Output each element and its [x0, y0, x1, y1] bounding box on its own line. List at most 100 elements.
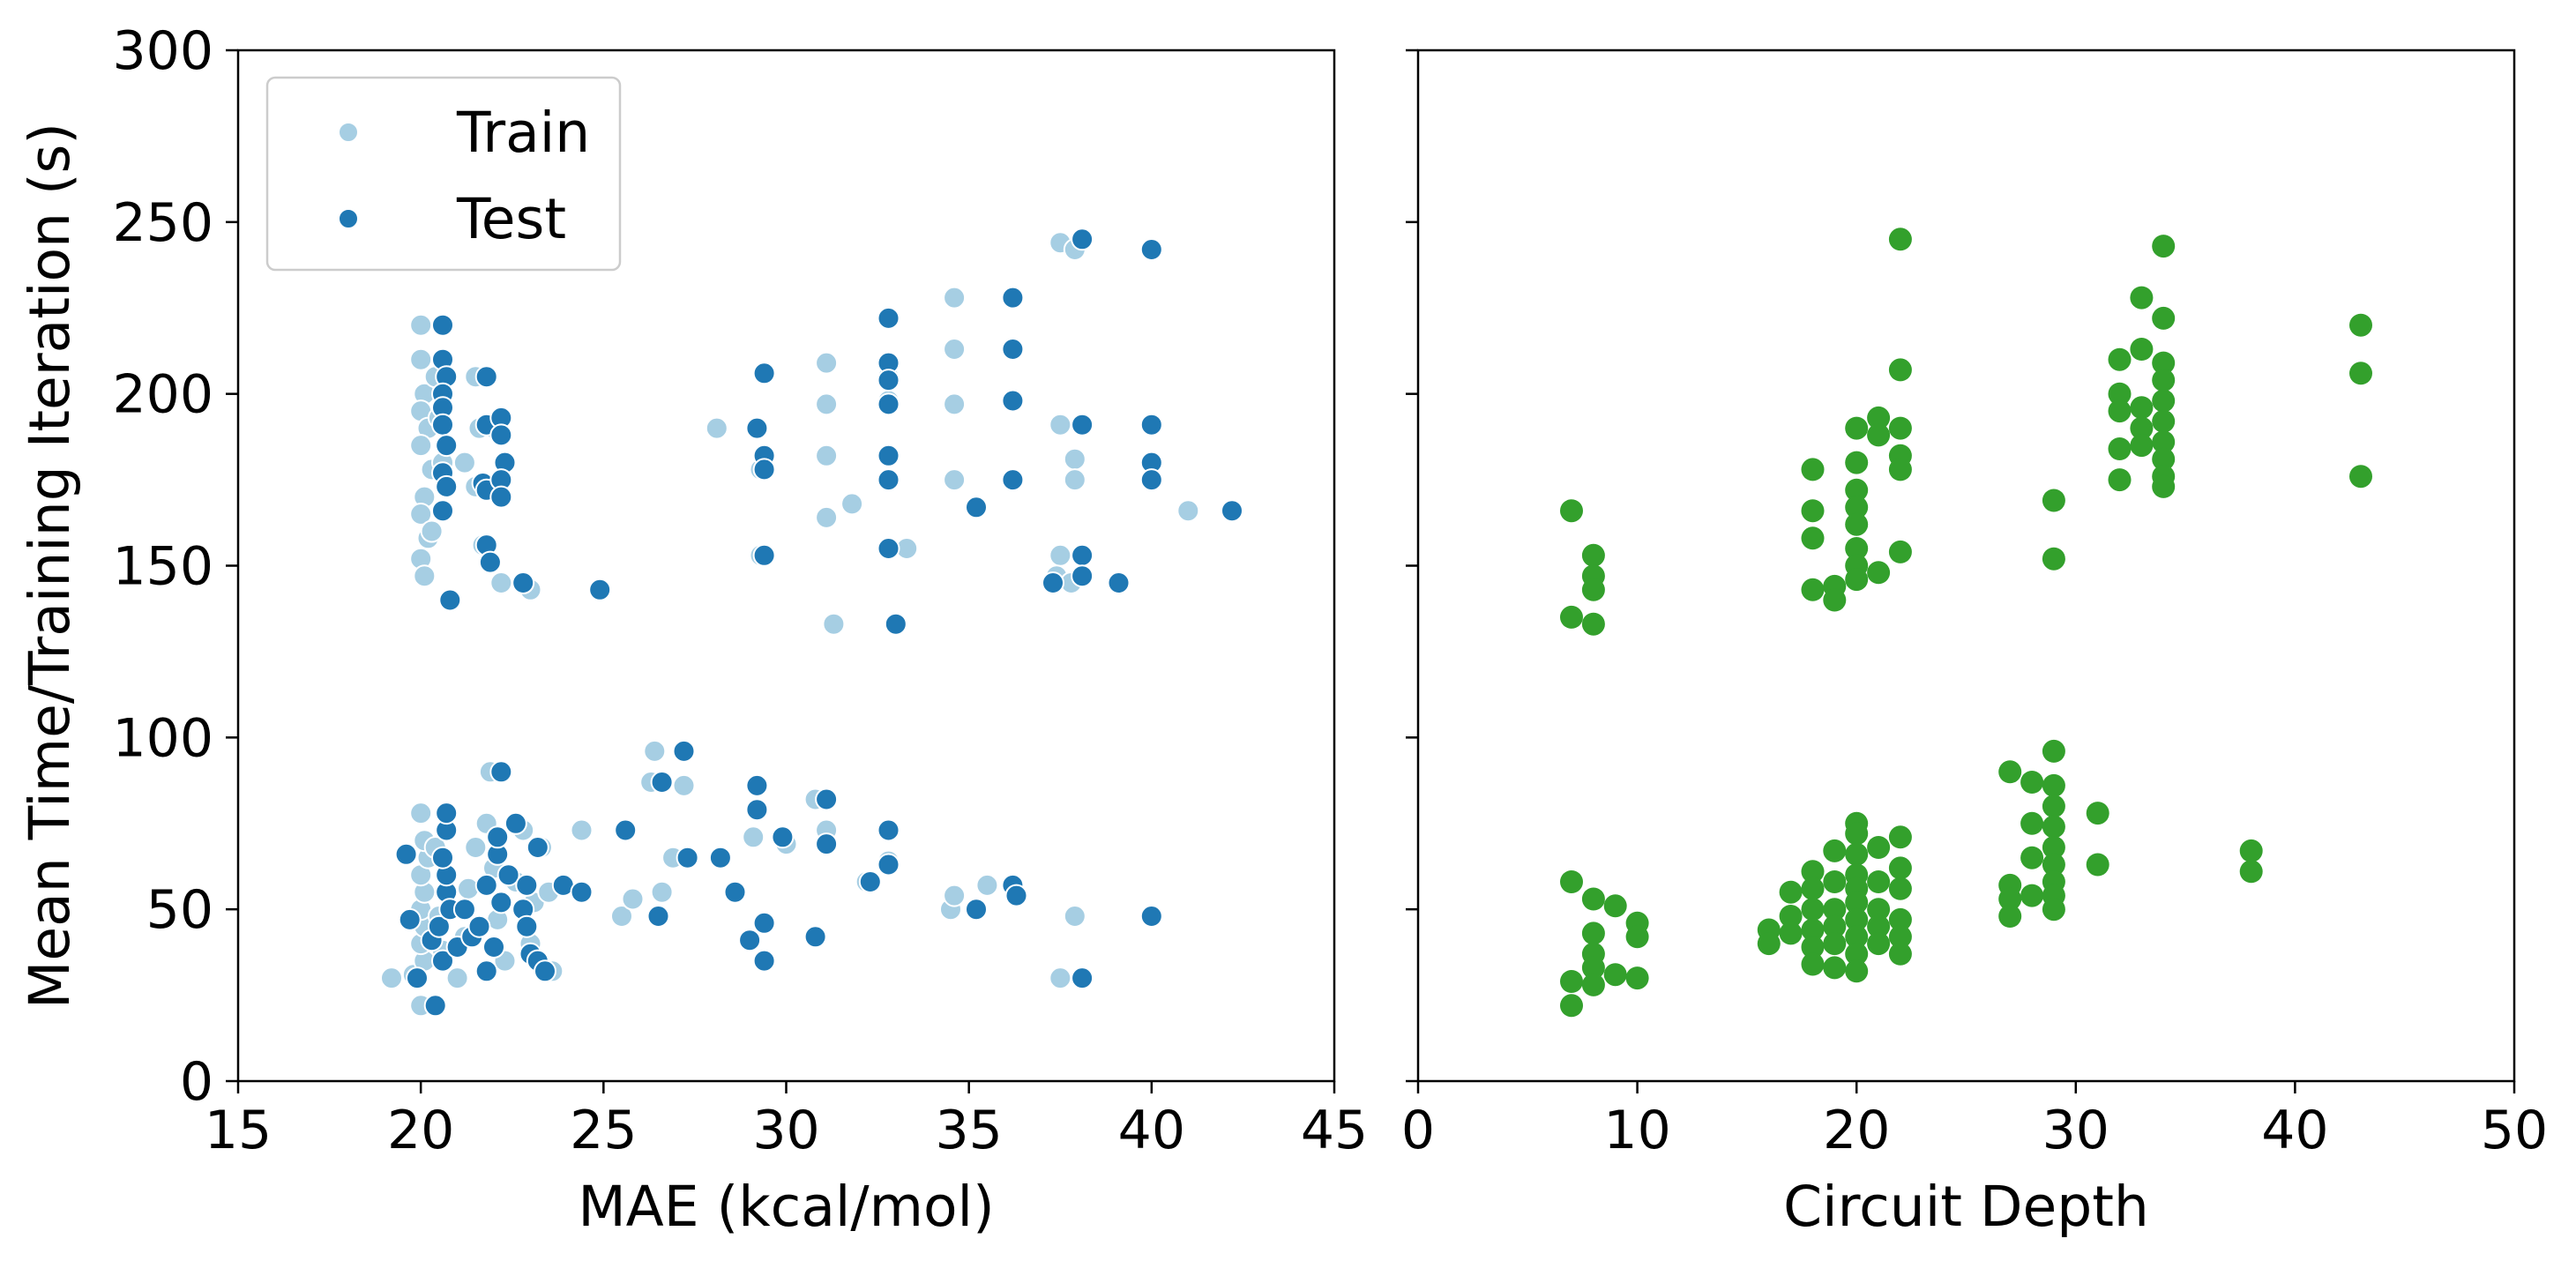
- train-point: [570, 818, 594, 842]
- depth-point: [1801, 877, 1825, 900]
- test-point: [1071, 966, 1094, 990]
- train-point: [1063, 905, 1086, 928]
- depth-point: [1823, 870, 1847, 893]
- test-point: [423, 994, 447, 1018]
- depth-x-ticks: 0 10 20 30 40 50: [1401, 1081, 2548, 1161]
- depth-x-tick-label: 10: [1603, 1100, 1670, 1161]
- test-point: [1071, 228, 1094, 251]
- depth-point: [2130, 286, 2154, 310]
- test-point: [482, 936, 505, 959]
- depth-point: [1888, 358, 1912, 382]
- mae-y-tick-label: 100: [112, 707, 213, 769]
- test-point: [676, 846, 699, 869]
- depth-point: [1560, 970, 1583, 993]
- depth-point: [1801, 952, 1825, 976]
- test-point: [965, 898, 988, 922]
- depth-point: [1560, 499, 1583, 523]
- depth-point: [1845, 512, 1869, 536]
- depth-point: [1888, 877, 1912, 900]
- train-point: [705, 416, 728, 440]
- depth-point: [1845, 842, 1869, 866]
- depth-point: [2239, 839, 2263, 862]
- test-point: [1042, 571, 1064, 594]
- depth-point: [1560, 994, 1583, 1018]
- depth-point: [2108, 347, 2132, 371]
- test-point: [1139, 468, 1163, 492]
- depth-point: [1823, 839, 1847, 862]
- train-point: [452, 451, 476, 474]
- legend-label-test: Test: [456, 187, 566, 251]
- mae-y-tick-label: 0: [180, 1051, 213, 1113]
- depth-point: [1581, 578, 1605, 601]
- depth-point: [1888, 416, 1912, 440]
- depth-point: [1888, 856, 1912, 880]
- depth-point: [2108, 468, 2132, 492]
- test-point: [877, 369, 900, 392]
- legend: Train Test: [265, 76, 622, 272]
- test-point: [489, 485, 513, 509]
- depth-point: [2349, 465, 2372, 489]
- depth-point: [1888, 942, 1912, 966]
- depth-point: [2152, 389, 2176, 413]
- mae-x-tick-label: 25: [570, 1100, 637, 1161]
- depth-point: [1823, 932, 1847, 956]
- depth-point: [1845, 496, 1869, 519]
- depth-y-ticks: [1406, 48, 1418, 1083]
- depth-point: [2152, 235, 2176, 258]
- test-point: [614, 818, 638, 842]
- test-point: [435, 434, 459, 458]
- train-point: [815, 392, 839, 416]
- depth-x-tick-label: 30: [2042, 1100, 2109, 1161]
- depth-point: [2130, 396, 2154, 420]
- test-point: [745, 773, 769, 797]
- test-point: [474, 365, 498, 389]
- train-point: [1049, 966, 1072, 990]
- mae-x-tick-label: 15: [205, 1100, 272, 1161]
- test-point: [646, 905, 670, 928]
- test-point: [752, 458, 776, 481]
- mae-x-tick-label: 20: [387, 1100, 454, 1161]
- test-point: [438, 588, 462, 612]
- test-point: [1139, 238, 1163, 261]
- depth-point: [2086, 802, 2109, 825]
- depth-point: [1823, 898, 1847, 922]
- depth-point: [2152, 369, 2176, 392]
- test-point: [478, 550, 502, 574]
- depth-point: [2042, 815, 2065, 839]
- test-point: [570, 880, 594, 904]
- test-point: [877, 306, 900, 330]
- train-point: [1049, 413, 1072, 436]
- depth-plot-frame: [1416, 48, 2516, 1083]
- depth-point: [2042, 489, 2065, 512]
- test-point: [431, 413, 454, 436]
- train-point: [610, 905, 633, 928]
- train-point: [1063, 468, 1086, 492]
- test-point: [1071, 564, 1094, 588]
- test-point: [858, 870, 882, 893]
- depth-point: [1845, 907, 1869, 931]
- test-point: [884, 612, 907, 636]
- test-point: [394, 842, 418, 866]
- depth-x-tick-label: 0: [1401, 1100, 1435, 1161]
- depth-point: [1845, 537, 1869, 560]
- test-point: [815, 787, 839, 811]
- depth-x-tick-label: 40: [2261, 1100, 2328, 1161]
- train-point: [409, 434, 433, 458]
- test-point: [431, 499, 454, 523]
- test-point: [588, 578, 612, 601]
- test-point: [515, 914, 539, 938]
- depth-point: [1581, 956, 1605, 980]
- depth-point: [1823, 956, 1847, 980]
- train-point: [975, 873, 999, 897]
- depth-point: [1845, 478, 1869, 502]
- train-point: [1049, 543, 1072, 567]
- depth-point: [1801, 898, 1825, 922]
- test-point: [877, 468, 900, 492]
- mae-y-tick-label: 200: [112, 364, 213, 426]
- depth-point: [2020, 771, 2044, 794]
- test-point: [497, 863, 520, 887]
- test-point: [467, 914, 491, 938]
- depth-point: [1867, 898, 1891, 922]
- test-point: [489, 891, 513, 914]
- test-point: [815, 832, 839, 856]
